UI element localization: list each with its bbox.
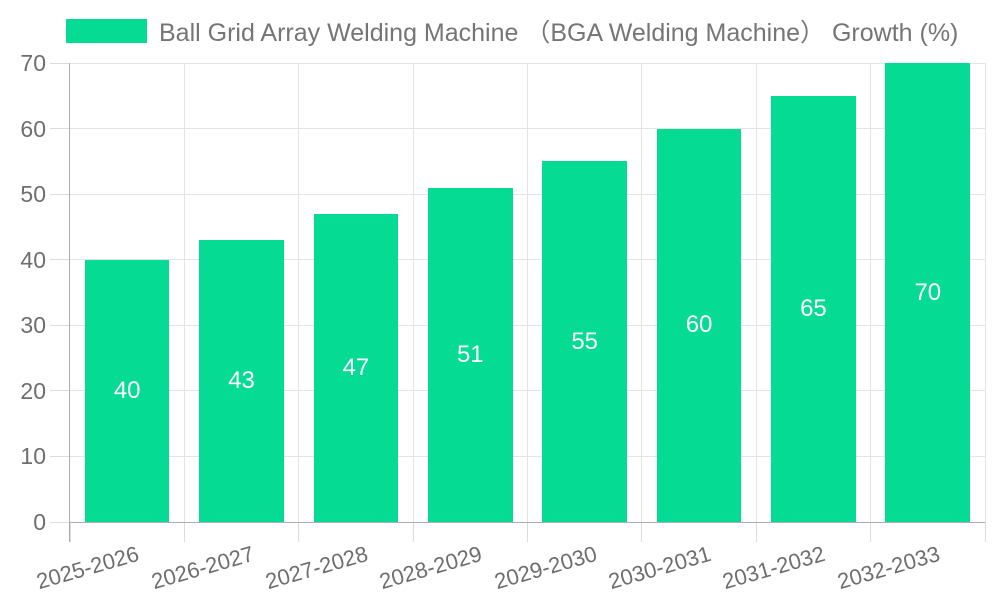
y-tick-label: 0 bbox=[33, 509, 46, 535]
gridline-v bbox=[527, 63, 528, 522]
y-tick-label: 60 bbox=[20, 115, 46, 142]
x-tick bbox=[298, 522, 300, 542]
bar: 55 bbox=[542, 161, 627, 522]
x-tick bbox=[870, 522, 872, 542]
y-tick bbox=[50, 128, 70, 130]
y-tick-label: 40 bbox=[20, 246, 46, 273]
y-tick-label: 70 bbox=[20, 50, 46, 76]
bar-value-label: 40 bbox=[113, 376, 141, 404]
y-axis-line bbox=[69, 63, 70, 542]
gridline-v bbox=[641, 63, 643, 522]
bar-value-label: 60 bbox=[685, 311, 713, 339]
y-tick-label: 10 bbox=[20, 443, 46, 470]
bar-value-label: 70 bbox=[914, 278, 942, 306]
bar: 51 bbox=[427, 187, 513, 522]
legend[interactable]: Ball Grid Array Welding Machine （BGA Wel… bbox=[66, 15, 958, 47]
y-tick bbox=[50, 259, 70, 261]
bar: 65 bbox=[771, 95, 856, 522]
x-tick bbox=[641, 522, 643, 542]
bar: 47 bbox=[313, 213, 399, 522]
bar: 60 bbox=[656, 128, 742, 522]
x-tick bbox=[412, 522, 414, 542]
y-tick bbox=[50, 390, 70, 392]
x-tick bbox=[755, 522, 757, 542]
bar: 40 bbox=[84, 259, 170, 522]
gridline-v bbox=[755, 63, 757, 522]
gridline-v bbox=[183, 63, 185, 522]
gridline-v bbox=[412, 63, 414, 522]
gridline-v bbox=[298, 63, 300, 522]
gridline-v bbox=[870, 63, 872, 522]
x-axis-line bbox=[69, 522, 985, 523]
x-tick bbox=[984, 522, 986, 542]
bar-value-label: 43 bbox=[228, 367, 255, 394]
y-tick bbox=[50, 455, 70, 457]
bar: 70 bbox=[885, 63, 971, 522]
x-tick bbox=[183, 522, 185, 542]
bar-value-label: 47 bbox=[342, 353, 370, 381]
y-tick bbox=[50, 62, 70, 64]
y-tick bbox=[50, 193, 70, 195]
x-tick bbox=[69, 522, 71, 542]
legend-swatch[interactable] bbox=[66, 19, 147, 43]
gridline-v bbox=[984, 63, 986, 522]
legend-label: Ball Grid Array Welding Machine （BGA Wel… bbox=[159, 19, 959, 47]
bar-value-label: 65 bbox=[800, 294, 827, 322]
y-tick-label: 50 bbox=[20, 181, 46, 208]
y-tick-label: 20 bbox=[20, 377, 46, 404]
y-tick bbox=[50, 324, 70, 326]
y-tick bbox=[50, 521, 70, 523]
bar: 43 bbox=[199, 240, 284, 522]
bar-value-label: 55 bbox=[571, 327, 599, 355]
bar-value-label: 51 bbox=[456, 340, 484, 368]
y-tick-label: 30 bbox=[20, 312, 46, 339]
x-tick bbox=[527, 522, 528, 542]
